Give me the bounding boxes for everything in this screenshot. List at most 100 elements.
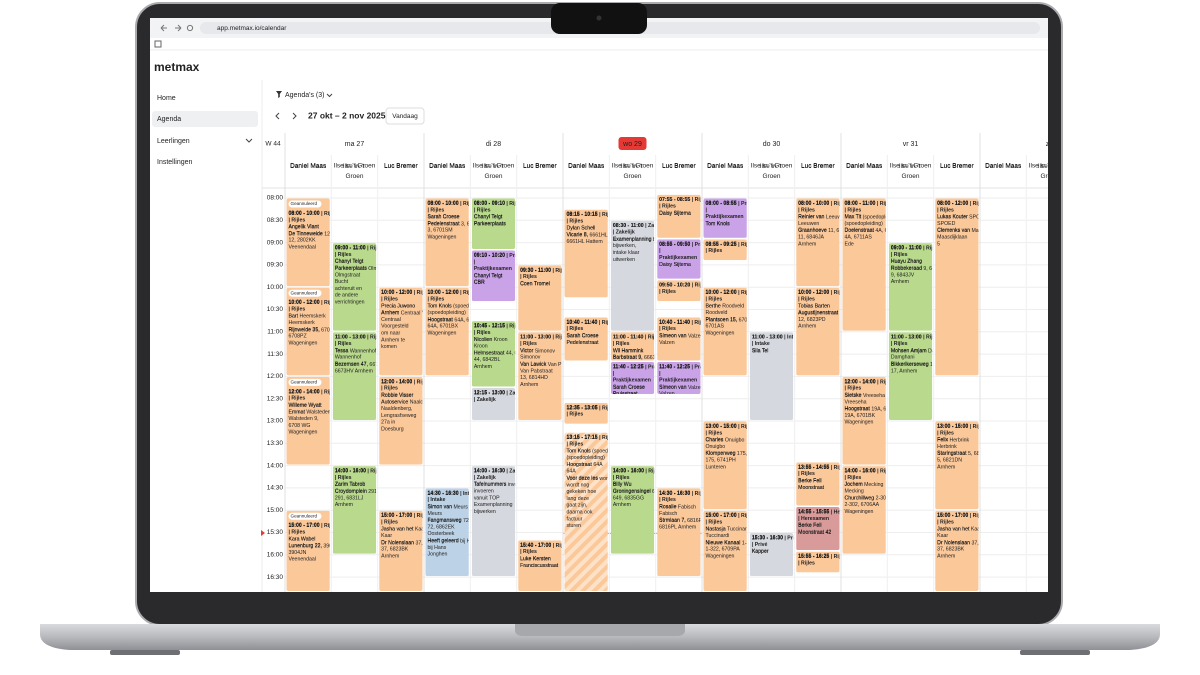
event[interactable]: 11:40 - 12:25 | Praktijkexamen11:40 - 12… xyxy=(657,362,732,398)
event-line: Berke FeilBerke Feil xyxy=(798,523,821,529)
event[interactable]: 12:15 - 13:00 | Zakelijk12:15 - 13:00 | … xyxy=(471,388,529,420)
event[interactable]: 15:00 - 17:00 | Rijles15:00 - 17:00 | Ri… xyxy=(703,510,807,591)
event[interactable]: 08:00 - 12:00 | Rijles08:00 - 12:00 | Ri… xyxy=(935,198,1006,376)
nav-item[interactable]: Home xyxy=(157,95,176,102)
event[interactable]: 14:30 - 16:30 | Rijles14:30 - 16:30 | Ri… xyxy=(657,488,724,577)
event[interactable]: 07:55 - 08:55 | Rijles07:55 - 08:55 | Ri… xyxy=(657,194,708,238)
event-box xyxy=(332,243,377,331)
event[interactable]: 08:00 - 08:55 | Praktijkexamen08:00 - 08… xyxy=(703,198,780,238)
event-box xyxy=(332,332,377,420)
event[interactable]: 14:55 - 15:55 | Herexamen14:55 - 15:55 |… xyxy=(796,506,861,551)
week-label: W 44 xyxy=(265,141,281,148)
event[interactable]: 10:00 - 12:00 | Rijles10:00 - 12:00 | Ri… xyxy=(379,287,512,376)
event[interactable]: 15:00 - 17:00 | Rijles15:00 - 17:00 | Ri… xyxy=(379,510,462,592)
event-line: Precia JuwonoPrecia Juwono xyxy=(381,304,415,310)
event[interactable]: 08:00 - 09:10 | Rijles08:00 - 09:10 | Ri… xyxy=(471,198,523,250)
time-label: 11:30 xyxy=(267,351,283,358)
event-box xyxy=(379,510,423,592)
event-box xyxy=(564,317,608,361)
apps-icon[interactable] xyxy=(154,40,162,48)
event-line: Sarah CroeseSarah Croese xyxy=(567,333,599,339)
reload[interactable] xyxy=(186,24,194,32)
event-box xyxy=(657,317,701,361)
event[interactable]: 08:15 - 10:15 | Rijles08:15 - 10:15 | Ri… xyxy=(564,209,626,298)
status-pill xyxy=(288,289,322,297)
time-label: 13:00 xyxy=(267,418,284,425)
event[interactable]: 09:00 - 11:00 | Rijles09:00 - 11:00 | Ri… xyxy=(332,243,493,331)
event[interactable]: 10:45 - 12:15 | Rijles10:45 - 12:15 | Ri… xyxy=(471,321,552,387)
event[interactable]: 09:30 - 11:00 | Rijles09:30 - 11:00 | Ri… xyxy=(518,265,569,331)
event[interactable]: 08:30 - 11:00 | Zakelijk08:30 - 11:00 | … xyxy=(610,220,728,331)
event[interactable]: 10:40 - 11:40 | Rijles10:40 - 11:40 | Ri… xyxy=(657,317,708,361)
nav-item[interactable]: Instellingen xyxy=(157,159,193,166)
event[interactable]: 11:00 - 11:40 | Rijles11:00 - 11:40 | Ri… xyxy=(610,332,674,368)
event[interactable]: 11:40 - 12:25 | Praktijkexamen11:40 - 12… xyxy=(610,362,686,398)
nav-item[interactable]: Leerlingen xyxy=(157,138,190,145)
day-label: wo 29 xyxy=(622,141,642,148)
event[interactable]: 10:00 - 12:00 | Rijles10:00 - 12:00 | Ri… xyxy=(703,287,788,376)
event-line: Robbie VisserRobbie Visser xyxy=(381,393,413,399)
instructor-name: Daniel MaasDaniel Maas xyxy=(707,163,744,170)
event[interactable]: 11:00 - 13:00 | Rijles11:00 - 13:00 | Ri… xyxy=(888,332,957,420)
event-line: Daisy SijtemaDaisy Sijtema xyxy=(659,211,691,217)
event[interactable]: 09:00 - 11:00 | Rijles09:00 - 11:00 | Ri… xyxy=(888,243,966,331)
event[interactable]: 12:35 - 13:05 | Rijles12:35 - 13:05 | Ri… xyxy=(564,402,616,424)
today-label[interactable]: Vandaag xyxy=(392,113,418,120)
event[interactable]: 12:00 - 14:00 | Rijles12:00 - 14:00 | Ri… xyxy=(379,376,517,465)
event[interactable]: 12:00 - 14:00 | Rijles12:00 - 14:00 | Ri… xyxy=(842,376,933,465)
event[interactable]: 13:00 - 15:00 | Rijles13:00 - 15:00 | Ri… xyxy=(703,421,790,510)
event[interactable]: 14:00 - 16:00 | Rijles14:00 - 16:00 | Ri… xyxy=(332,466,416,554)
event[interactable]: 11:00 - 13:00 | Rijles11:00 - 13:00 | Ri… xyxy=(518,332,629,420)
event[interactable]: 13:15 - 17:15 | Rijles13:15 - 17:15 | Ri… xyxy=(564,432,761,591)
event[interactable]: 15:40 - 17:00 | Rijles15:40 - 17:00 | Ri… xyxy=(518,540,569,591)
time-label: 16:30 xyxy=(267,574,284,581)
event[interactable]: 09:50 - 10:20 | Rijles09:50 - 10:20 | Ri… xyxy=(657,280,708,302)
event-line: Vicarie 8, 6661HL HattemVicarie 8, 6661H… xyxy=(567,232,626,245)
event[interactable]: 08:55 - 09:25 | Rijles08:55 - 09:25 | Ri… xyxy=(703,239,755,261)
event[interactable]: 10:00 - 12:00 | Rijles10:00 - 12:00 | Ri… xyxy=(796,287,886,376)
event[interactable]: 08:00 - 10:00 | Rijles08:00 - 10:00 | Ri… xyxy=(425,198,517,287)
event-line: Zarim TabrobZarim Tabrob xyxy=(335,482,366,488)
time-label: 09:30 xyxy=(267,262,284,269)
event-box xyxy=(286,510,330,592)
event[interactable]: 11:00 - 13:00 | Intake11:00 - 13:00 | In… xyxy=(749,332,802,420)
event-box xyxy=(425,198,469,287)
event[interactable]: 10:40 - 11:40 | Rijles10:40 - 11:40 | Ri… xyxy=(564,317,616,361)
event[interactable]: 14:00 - 16:30 | Zakelijk14:00 - 16:30 | … xyxy=(471,466,619,577)
event-box xyxy=(796,198,840,287)
status-pill xyxy=(288,512,322,520)
event[interactable]: 08:00 - 10:00 | Rijles08:00 - 10:00 | Ri… xyxy=(796,198,873,287)
event[interactable]: 13:55 - 14:55 | Rijles13:55 - 14:55 | Ri… xyxy=(796,462,847,506)
event[interactable]: 14:00 - 16:00 | Rijles14:00 - 16:00 | Ri… xyxy=(842,466,941,554)
event[interactable]: 10:00 - 12:00 | Rijles10:00 - 12:00 | Ri… xyxy=(425,287,516,376)
nav-arrows[interactable] xyxy=(160,24,182,32)
prev-next[interactable] xyxy=(275,112,297,120)
event-box xyxy=(332,466,377,554)
instructor-name: Daniel MaasDaniel Maas xyxy=(846,163,883,170)
event[interactable]: 08:55 - 09:50 | Praktijkexamen08:55 - 09… xyxy=(657,239,733,279)
event[interactable]: 15:00 - 17:00 | Rijles15:00 - 17:00 | Ri… xyxy=(935,510,1018,591)
event[interactable]: 14:00 - 16:00 | Rijles14:00 - 16:00 | Ri… xyxy=(610,466,703,554)
event-box xyxy=(564,402,608,424)
event[interactable]: 15:55 - 16:25 | Rijles15:55 - 16:25 | Ri… xyxy=(796,551,847,573)
nav-item[interactable]: Agenda xyxy=(157,116,181,123)
event[interactable]: 15:30 - 16:30 | Privé15:30 - 16:30 | Pri… xyxy=(749,533,800,577)
event-box xyxy=(796,462,840,506)
chevron xyxy=(326,93,333,98)
event[interactable]: 08:00 - 11:00 | Rijles08:00 - 11:00 | Ri… xyxy=(842,198,914,331)
event[interactable]: 11:00 - 13:00 | Rijles11:00 - 13:00 | Ri… xyxy=(332,332,408,420)
event[interactable]: 14:30 - 16:30 | Intake14:30 - 16:30 | In… xyxy=(425,488,519,577)
event-box xyxy=(935,198,979,376)
event-box xyxy=(564,432,608,591)
day-label: za xyxy=(1046,141,1054,148)
today-button[interactable] xyxy=(385,107,425,125)
event-line: MoonstraatMoonstraat xyxy=(798,485,825,491)
filter-icon[interactable] xyxy=(276,91,282,98)
event[interactable]: 13:00 - 15:00 | Rijles13:00 - 15:00 | Ri… xyxy=(935,421,1012,510)
event[interactable]: 09:10 - 10:20 | Praktijkexamen09:10 - 10… xyxy=(471,250,548,302)
